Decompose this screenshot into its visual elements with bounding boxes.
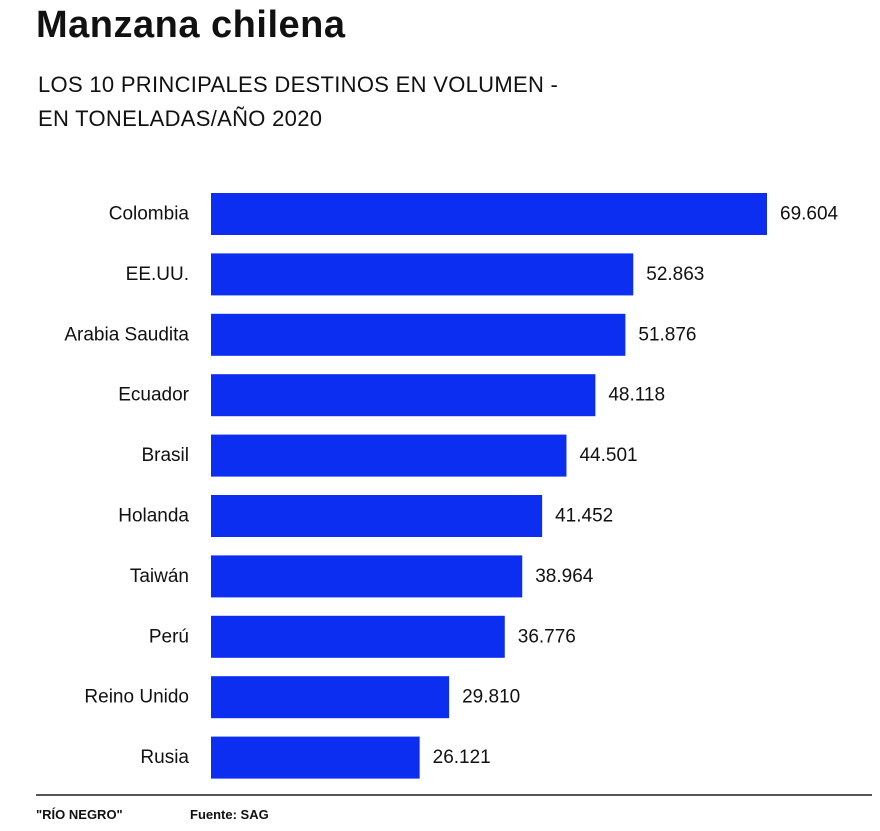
- category-label-brasil: Brasil: [141, 445, 189, 466]
- value-label-rusia: 26.121: [433, 747, 491, 768]
- value-label-brasil: 44.501: [579, 445, 637, 466]
- bar-holanda: [211, 495, 543, 537]
- bar-rusia: [211, 736, 420, 779]
- category-label-taiwan: Taiwán: [130, 566, 189, 587]
- chart-subtitle: LOS 10 PRINCIPALES DESTINOS EN VOLUMEN -…: [38, 68, 558, 136]
- value-label-taiwan: 38.964: [535, 566, 594, 587]
- category-label-arabia-saudita: Arabia Saudita: [64, 324, 189, 345]
- value-label-colombia: 69.604: [780, 204, 839, 225]
- category-label-reino-unido: Reino Unido: [84, 687, 189, 708]
- category-label-colombia: Colombia: [109, 204, 190, 225]
- footer-credit: "RÍO NEGRO": [36, 807, 123, 822]
- category-label-peru: Perú: [149, 626, 189, 647]
- chart-title: Manzana chilena: [36, 4, 346, 46]
- bar-arabia-saudita: [211, 313, 626, 356]
- value-label-holanda: 41.452: [555, 506, 613, 527]
- category-label-ee-uu: EE.UU.: [126, 264, 189, 285]
- bar-brasil: [211, 434, 567, 477]
- subtitle-line-2: EN TONELADAS/AÑO 2020: [38, 106, 323, 131]
- bar-peru: [211, 615, 505, 658]
- bar-ecuador: [211, 374, 596, 417]
- category-label-ecuador: Ecuador: [118, 385, 189, 406]
- value-label-ecuador: 48.118: [608, 385, 665, 406]
- bar-reino-unido: [211, 676, 450, 719]
- category-label-holanda: Holanda: [118, 506, 189, 527]
- bar-group: Colombia 69.604 EE.UU. 52.863 Arabia Saudita…: [64, 193, 839, 779]
- bar-colombia: [211, 193, 767, 235]
- footer-source: Fuente: SAG: [190, 807, 269, 822]
- bar-ee-uu: [211, 253, 634, 296]
- footer-divider: [36, 794, 872, 796]
- value-label-peru: 36.776: [518, 626, 576, 647]
- value-label-ee-uu: 52.863: [646, 264, 704, 285]
- value-label-reino-unido: 29.810: [462, 687, 520, 708]
- bar-taiwan: [211, 555, 523, 598]
- subtitle-line-1: LOS 10 PRINCIPALES DESTINOS EN VOLUMEN -: [38, 72, 559, 97]
- category-label-rusia: Rusia: [140, 747, 189, 768]
- value-label-arabia-saudita: 51.876: [638, 324, 696, 345]
